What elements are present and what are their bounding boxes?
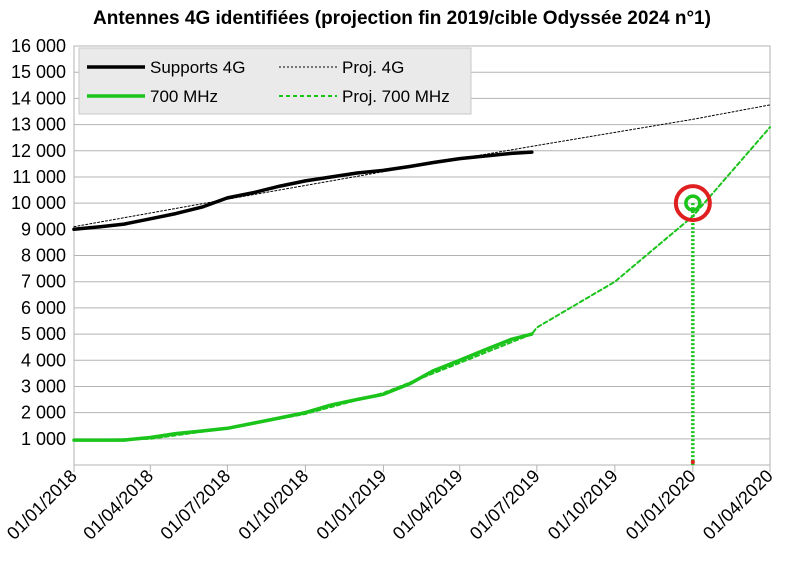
y-tick-label: 1 000 (21, 429, 66, 449)
legend-label: Supports 4G (150, 58, 245, 77)
y-tick-label: 13 000 (11, 115, 66, 135)
y-tick-label: 14 000 (11, 88, 66, 108)
y-tick-label: 7 000 (21, 272, 66, 292)
legend-label: Proj. 700 MHz (342, 87, 450, 106)
x-tick-label: 01/04/2020 (699, 466, 777, 544)
target-ring (673, 184, 712, 223)
series-line-700-mhz (72, 332, 534, 442)
y-tick-label: 5 000 (21, 324, 66, 344)
x-tick-label: 01/01/2020 (622, 466, 700, 544)
x-tick-label: 01/04/2019 (389, 466, 467, 544)
legend-box (78, 47, 472, 115)
series-line-supports-4g (72, 150, 534, 232)
legend-label: 700 MHz (150, 87, 218, 106)
axis-layer: 1 000 2 000 3 000 4 000 5 000 6 000 7 000 8 000… (3, 36, 777, 544)
legend-layer: Supports 4G Proj. 4G 700 MHz Proj. 700 MHz (78, 47, 472, 115)
x-tick-label: 01/04/2018 (79, 466, 157, 544)
target-inner (684, 194, 702, 212)
y-tick-label: 6 000 (21, 298, 66, 318)
y-tick-label: 9 000 (21, 219, 66, 239)
y-tick-label: 10 000 (11, 193, 66, 213)
y-tick-label: 15 000 (11, 62, 66, 82)
x-tick-label: 01/10/2019 (544, 466, 622, 544)
series-layer (72, 104, 771, 442)
y-tick-label: 8 000 (21, 246, 66, 266)
y-tick-label: 16 000 (11, 36, 66, 56)
grid-layer (73, 45, 771, 466)
x-tick-label: 01/07/2019 (466, 466, 544, 544)
target-drop-marker (690, 460, 695, 464)
legend-label: Proj. 4G (342, 58, 404, 77)
chart-title: Antennes 4G identifiées (projection fin … (93, 8, 711, 29)
x-tick-label: 01/07/2018 (156, 466, 234, 544)
x-tick-label: 01/01/2018 (3, 466, 81, 544)
y-tick-label: 11 000 (12, 167, 66, 187)
x-tick-label: 01/01/2019 (312, 466, 390, 544)
y-tick-label: 12 000 (11, 141, 66, 161)
annotation-layer (673, 184, 712, 465)
y-tick-label: 2 000 (21, 403, 66, 423)
y-tick-label: 3 000 (21, 376, 66, 396)
y-tick-label: 4 000 (21, 350, 66, 370)
x-tick-label: 01/10/2018 (234, 466, 312, 544)
